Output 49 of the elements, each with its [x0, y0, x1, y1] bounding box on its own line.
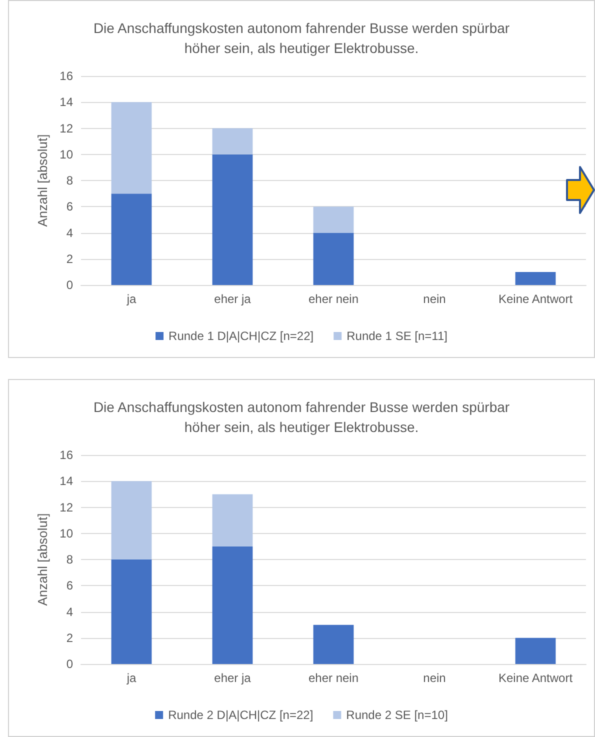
y-tick-label: 0: [66, 657, 74, 671]
x-tick-label: nein: [423, 671, 446, 685]
bar: [111, 560, 152, 664]
y-axis-title: Anzahl [absolut]: [34, 134, 50, 227]
legend-label: Runde 2 SE [n=10]: [346, 708, 448, 722]
bar: [212, 154, 253, 285]
legend-label: Runde 2 D|A|CH|CZ [n=22]: [168, 708, 314, 722]
y-tick-label: 4: [66, 604, 74, 619]
y-tick-label: 14: [60, 95, 74, 110]
y-tick-label: 16: [60, 69, 74, 83]
x-tick-label: Keine Antwort: [498, 671, 574, 685]
chart-title: Die Anschaffungskosten autonom fahrender Busse werden spürbar höher sein, als heutiger Elektrobusse.: [93, 399, 510, 435]
x-tick-label: nein: [423, 292, 446, 306]
legend-label: Runde 1 SE [n=11]: [346, 329, 448, 343]
bar: [313, 206, 354, 233]
y-tick-label: 2: [66, 630, 74, 645]
x-tick-label: ja: [126, 671, 136, 685]
y-tick-label: 8: [66, 552, 74, 566]
bar: [111, 194, 152, 285]
legend-label: Runde 1 D|A|CH|CZ [n=22]: [168, 329, 314, 343]
y-tick-label: 0: [66, 278, 74, 292]
bar: [111, 102, 152, 194]
y-tick-label: 6: [66, 578, 74, 593]
x-tick-label: eher ja: [214, 292, 252, 306]
bar: [212, 546, 253, 664]
x-tick-label: eher nein: [308, 671, 359, 685]
y-tick-label: 10: [60, 526, 74, 540]
x-tick-label: Keine Antwort: [498, 292, 574, 306]
x-tick-label: eher nein: [308, 292, 359, 306]
bar: [515, 272, 556, 285]
bar: [212, 128, 253, 154]
y-axis-title: Anzahl [absolut]: [34, 513, 50, 606]
bar: [111, 481, 152, 560]
y-tick-label: 12: [60, 500, 74, 514]
y-tick-label: 16: [60, 448, 74, 462]
y-tick-label: 2: [66, 252, 74, 266]
bar: [313, 232, 354, 285]
chart-title: Die Anschaffungskosten autonom fahrender Busse werden spürbar höher sein, als heutiger Elektrobusse.: [93, 20, 510, 56]
y-tick-label: 12: [60, 121, 74, 136]
y-tick-label: 6: [66, 200, 74, 214]
x-tick-label: ja: [126, 292, 136, 306]
y-tick-label: 8: [66, 174, 74, 188]
y-tick-label: 14: [60, 474, 74, 488]
y-tick-label: 10: [60, 147, 74, 162]
bar: [313, 624, 354, 664]
bar: [515, 638, 556, 664]
y-tick-label: 4: [66, 226, 74, 240]
bar: [212, 494, 253, 546]
x-tick-label: eher ja: [214, 671, 252, 685]
